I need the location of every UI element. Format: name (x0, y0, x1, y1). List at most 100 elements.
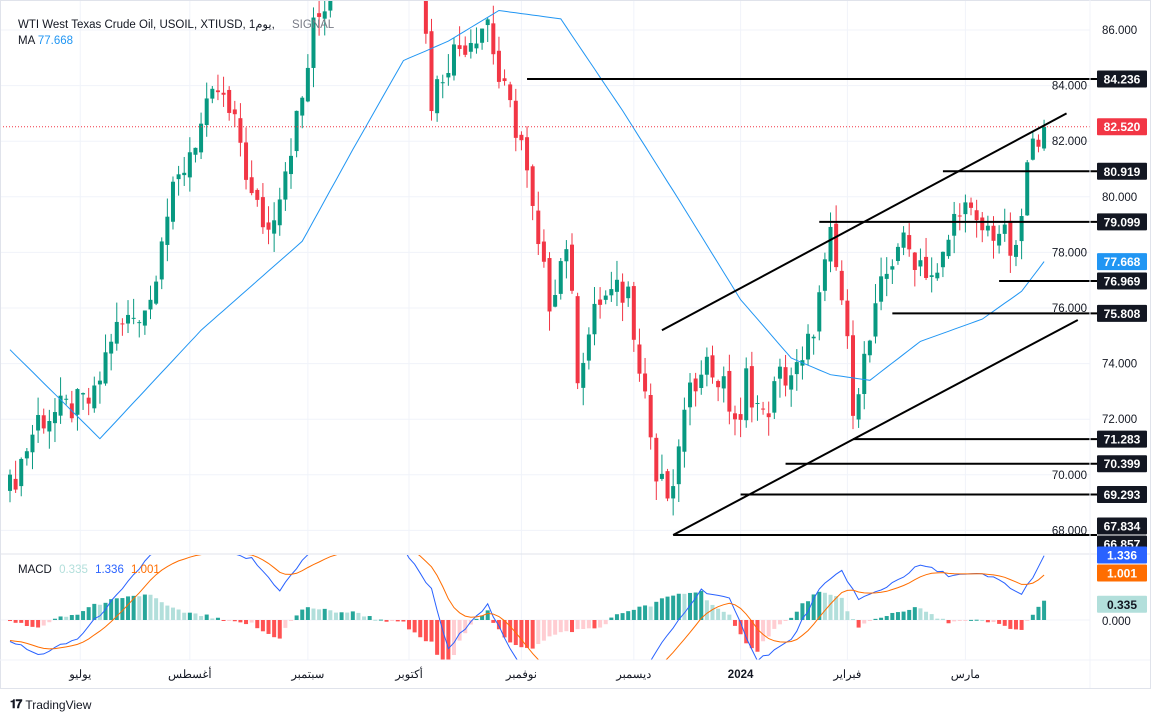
macd-histogram-bar (221, 620, 226, 621)
candle (659, 454, 664, 481)
candle-body (598, 299, 603, 305)
price-tick-label: 84.000 (1052, 81, 1087, 93)
macd-histogram-bar (822, 592, 827, 620)
candle (1019, 208, 1024, 260)
candle (1002, 208, 1007, 242)
tradingview-logo[interactable]: 𝟏𝟕 TradingView (10, 697, 91, 712)
macd-histogram-bar (800, 603, 805, 620)
time-tick-label: فبراير (832, 668, 861, 681)
macd-histogram-bar (688, 592, 693, 620)
macd-histogram-bar (586, 620, 591, 629)
candle (704, 347, 709, 387)
macd-histogram-bar (47, 620, 52, 623)
macd-histogram-bar (446, 620, 451, 660)
candle (260, 183, 265, 234)
candle (688, 373, 693, 426)
macd-histogram-bar (508, 620, 513, 643)
candle-body (423, 0, 428, 34)
level-tag: 75.808 (1104, 307, 1141, 321)
macd-histogram-bar (114, 598, 119, 620)
candle (1030, 131, 1035, 161)
candle (266, 206, 271, 245)
candle-body (744, 368, 749, 421)
candle-body (570, 244, 574, 291)
macd-histogram-bar (36, 620, 41, 628)
macd-histogram-bar (682, 593, 687, 620)
candle (783, 354, 788, 397)
macd-histogram-bar (957, 620, 962, 621)
macd-histogram-bar (423, 620, 428, 642)
candle-body (199, 123, 204, 153)
candle-body (13, 478, 18, 490)
macd-histogram-bar (328, 610, 333, 620)
candle (215, 74, 220, 101)
candle (41, 408, 46, 434)
macd-histogram-bar (828, 594, 833, 620)
macd-histogram-bar (378, 619, 383, 621)
candle (92, 376, 97, 413)
candle-body (648, 395, 653, 438)
macd-signal-value: 1.001 (131, 564, 160, 576)
candle-body (266, 222, 271, 230)
candle-body (676, 446, 681, 485)
level-tag-bg (1097, 517, 1147, 535)
candle (609, 271, 614, 302)
macd-histogram-bar (227, 620, 232, 621)
candle (699, 360, 704, 395)
candle (75, 388, 80, 431)
candle (277, 187, 282, 236)
macd-histogram-bar (732, 620, 737, 626)
candle-body (260, 197, 265, 228)
candle (435, 75, 440, 122)
macd-histogram-bar (620, 613, 625, 620)
macd-histogram-bar (407, 620, 412, 630)
candle-body (665, 471, 670, 499)
macd-histogram-bar (1042, 600, 1047, 620)
hist-tag-bg (1097, 595, 1147, 613)
macd-histogram-bar (193, 613, 198, 620)
candle-body (277, 199, 282, 226)
candle-body (777, 366, 782, 379)
macd-histogram-bar (952, 620, 957, 622)
candle-body (81, 393, 86, 395)
macd-histogram-bar (485, 610, 490, 620)
macd-histogram-bar (665, 596, 670, 620)
candle-body (1042, 126, 1047, 149)
candle-body (879, 276, 884, 302)
macd-histogram-bar (879, 617, 884, 620)
candle (811, 334, 816, 355)
macd-histogram-bar (839, 597, 844, 620)
candle-body (137, 322, 142, 324)
macd-histogram-bar (761, 620, 766, 642)
candle (58, 377, 63, 424)
candle-body (238, 118, 243, 143)
candle (81, 392, 86, 410)
macd-histogram-bar (963, 620, 968, 621)
time-tick-label: 2024 (728, 669, 754, 681)
level-tag-bg (1097, 430, 1147, 448)
macd-histogram-bar (592, 620, 597, 629)
price-tick-label: 78.000 (1052, 247, 1087, 259)
macd-histogram-bar (165, 605, 170, 620)
macd-histogram-bar (564, 620, 569, 632)
price-tick-label: 68.000 (1052, 525, 1087, 537)
candle-body (637, 344, 642, 374)
level-tag: 79.099 (1104, 215, 1141, 229)
candle (738, 397, 743, 438)
candle (1025, 159, 1030, 216)
channel-line-lower (672, 319, 1079, 536)
macd-histogram-bar (895, 612, 900, 620)
candle (496, 36, 501, 89)
candle (682, 397, 687, 468)
macd-histogram-bar (429, 620, 434, 642)
level-tag: 76.969 (1104, 275, 1141, 289)
candle (187, 137, 192, 192)
candle (103, 334, 108, 386)
candle (631, 281, 636, 352)
level-tag-bg (1097, 70, 1147, 88)
macd-histogram-bar (755, 620, 760, 652)
candle-body (789, 375, 794, 390)
candle-body (289, 155, 293, 175)
candle-body (496, 50, 501, 82)
